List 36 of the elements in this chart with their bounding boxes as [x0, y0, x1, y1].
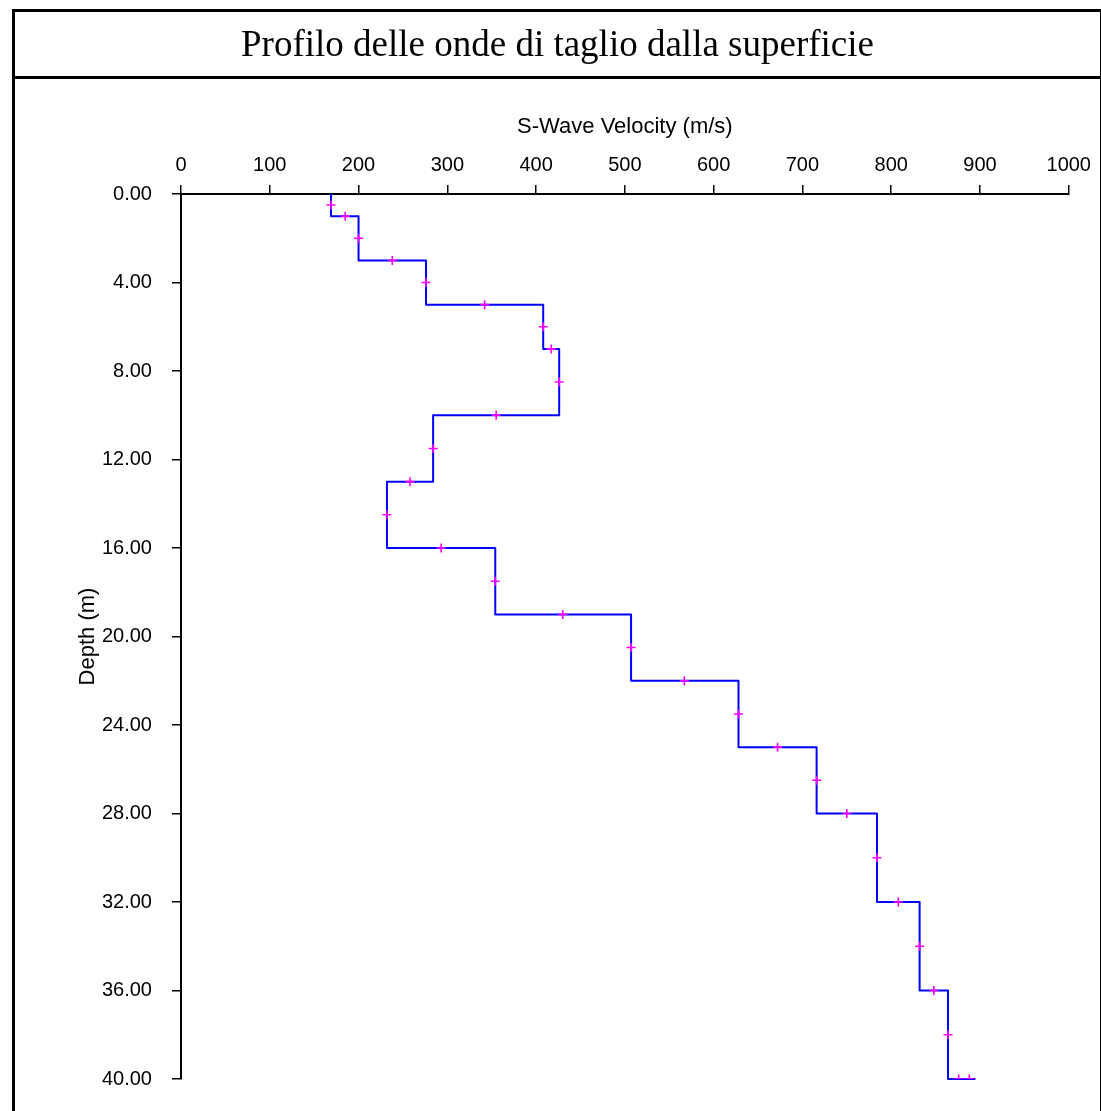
point [942, 1029, 954, 1041]
x-axis-title: S-Wave Velocity (m/s) [517, 113, 733, 139]
point [339, 210, 351, 222]
y-tick-label: 24.00 [101, 712, 152, 735]
x-tick-label: 400 [519, 152, 553, 175]
point [381, 509, 393, 521]
point [553, 376, 565, 388]
x-tick-label: 500 [608, 152, 642, 175]
point [325, 199, 337, 211]
chart-title: Profilo delle onde di taglio dalla superficie [241, 22, 874, 65]
x-tick-label: 700 [785, 152, 820, 175]
y-axis-title: Depth (m) [74, 587, 100, 686]
point [435, 542, 447, 554]
y-tick-label: 12.00 [101, 447, 152, 470]
y-tick-label: 0.00 [113, 181, 152, 204]
x-tick-label: 0 [175, 152, 187, 175]
point [871, 852, 883, 864]
y-tick-label: 4.00 [113, 270, 152, 293]
x-tick-label: 100 [253, 152, 287, 175]
y-tick-label: 16.00 [101, 535, 152, 558]
y-tick-label: 40.00 [101, 1066, 152, 1089]
x-tick-label: 300 [430, 152, 465, 175]
y-tick-label: 28.00 [101, 801, 152, 824]
x-tick-label: 1000 [1046, 152, 1091, 175]
y-tick-label: 20.00 [101, 624, 152, 647]
point [490, 409, 502, 421]
x-tick-label: 900 [963, 152, 997, 175]
point [537, 321, 549, 333]
x-tick-label: 800 [874, 152, 908, 175]
x-tick-label: 600 [696, 152, 731, 175]
point [489, 575, 501, 587]
y-tick-label: 32.00 [101, 889, 152, 912]
y-tick-label: 36.00 [101, 978, 152, 1001]
point [545, 343, 557, 355]
y-tick-label: 8.00 [113, 358, 152, 381]
x-tick-label: 200 [341, 152, 376, 175]
